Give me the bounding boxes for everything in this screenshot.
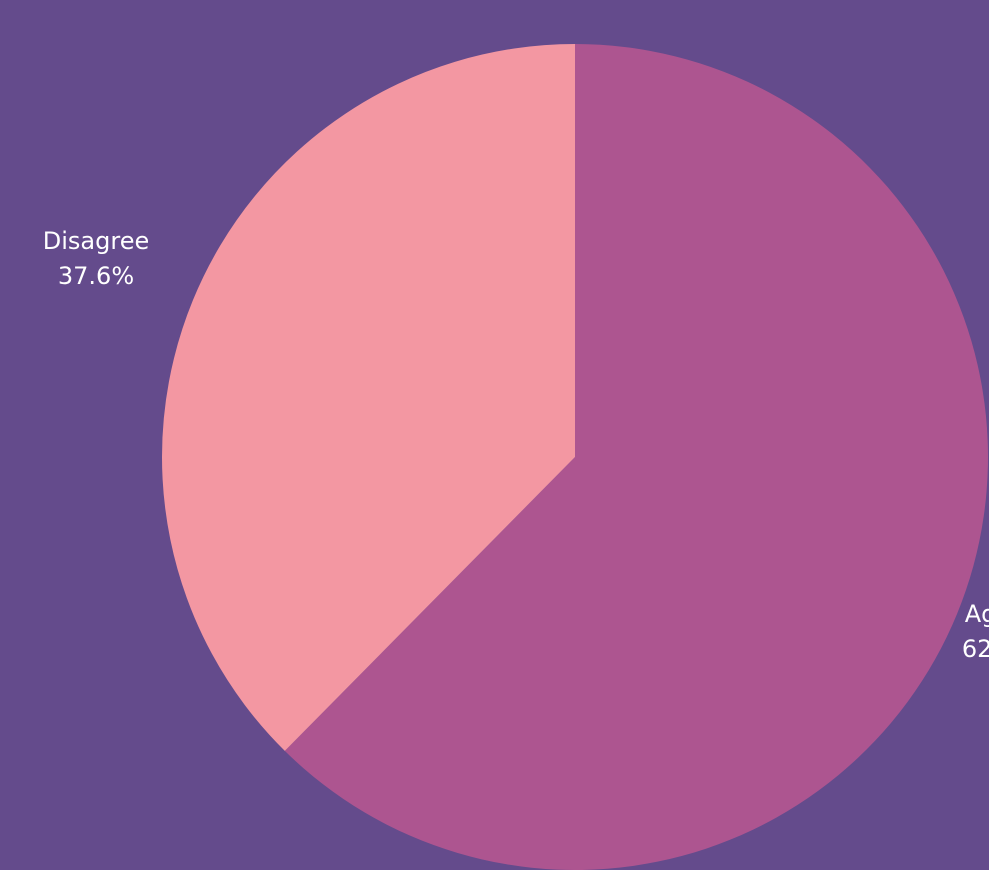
pie-slice-disagree bbox=[161, 44, 575, 751]
slice-value-label-agree: 62.4% bbox=[962, 635, 989, 663]
slice-value-label-disagree: 37.6% bbox=[58, 262, 134, 290]
pie-slices bbox=[161, 44, 988, 870]
slice-category-label-disagree: Disagree bbox=[43, 227, 149, 255]
slice-category-label-agree: Agree bbox=[965, 600, 989, 628]
pie-labels: Agree 62.4% Disagree 37.6% bbox=[43, 227, 989, 663]
pie-slice-agree bbox=[284, 44, 988, 870]
